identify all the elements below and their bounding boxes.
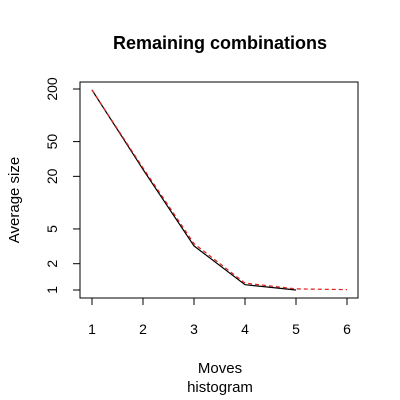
y-axis-label: Average size [6,157,23,243]
x-tick-label: 3 [190,321,198,337]
x-tick-label: 6 [343,321,351,337]
x-tick-label: 5 [292,321,300,337]
series-line-2 [91,89,348,291]
y-tick-label: 1 [44,286,60,294]
y-tick-label: 200 [44,77,60,101]
chart-title: Remaining combinations [113,33,327,53]
series-line-1 [91,89,297,291]
y-tick-label: 2 [44,260,60,268]
y-tick-label: 5 [44,225,60,233]
x-axis-label: Moves [198,360,242,377]
y-axis: 1 2 5 20 50 200 [44,77,81,294]
x-axis: 1 2 3 4 5 6 [88,297,351,337]
x-tick-label: 2 [139,321,147,337]
x-tick-label: 4 [241,321,249,337]
y-tick-label: 50 [44,134,60,150]
x-tick-label: 1 [88,321,96,337]
series-layer [91,89,348,291]
y-tick-label: 20 [44,168,60,184]
chart-subtitle: histogram [187,379,253,396]
